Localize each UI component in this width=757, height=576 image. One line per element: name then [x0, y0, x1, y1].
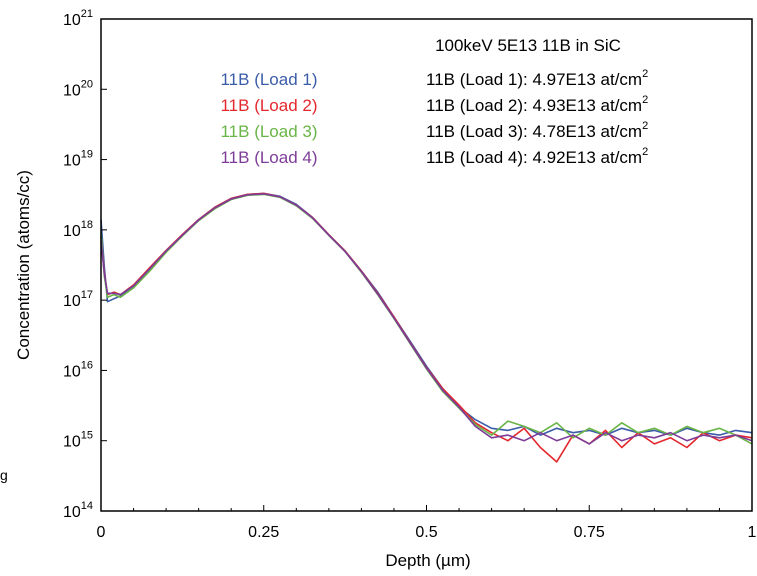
x-tick-label: 0.5	[415, 524, 437, 541]
y-tick-label: 1016	[63, 359, 93, 380]
dose-annotation-load-2: 11B (Load 2): 4.93E13 at/cm2	[426, 94, 648, 115]
y-tick-label: 1015	[63, 430, 93, 451]
series-line-load-1	[100, 192, 753, 436]
x-tick-label: 0.25	[248, 524, 279, 541]
x-axis-label: Depth (µm)	[385, 551, 470, 570]
dose-annotation-load-4: 11B (Load 4): 4.92E13 at/cm2	[426, 146, 648, 167]
dose-annotations: 11B (Load 1): 4.97E13 at/cm2 11B (Load 2)…	[426, 68, 648, 167]
series-line-load-3	[100, 193, 753, 445]
dose-annotation-load-3: 11B (Load 3): 4.78E13 at/cm2	[426, 120, 648, 141]
y-axis-ticks: 1014 1015 1016 1017 1018 1019 1020 1021	[63, 8, 107, 521]
legend-entry-load-1: 11B (Load 1)	[220, 70, 317, 89]
y-tick-label: 1019	[63, 149, 93, 170]
legend-entry-load-4: 11B (Load 4)	[220, 148, 317, 167]
y-tick-label: 1021	[63, 8, 93, 29]
series-line-load-4	[100, 193, 753, 445]
y-tick-label: 1020	[63, 78, 93, 99]
x-tick-label: 0.75	[574, 524, 605, 541]
chart-title: 100keV 5E13 11B in SiC	[435, 36, 621, 55]
dose-annotation-load-1: 11B (Load 1): 4.97E13 at/cm2	[426, 68, 648, 89]
series-line-load-2	[100, 192, 753, 463]
x-tick-label: 1	[748, 524, 757, 541]
stray-text: g	[0, 467, 8, 483]
y-tick-label: 1017	[63, 289, 93, 310]
x-tick-label: 0	[97, 524, 106, 541]
y-tick-label: 1018	[63, 219, 93, 240]
y-axis-label: Concentration (atoms/cc)	[14, 170, 33, 360]
series-lines	[100, 192, 753, 463]
y-tick-label: 1014	[63, 500, 93, 521]
x-axis-ticks: 0 0.25 0.5 0.75 1	[97, 505, 757, 541]
legend-entry-load-3: 11B (Load 3)	[220, 122, 317, 141]
legend: 11B (Load 1) 11B (Load 2) 11B (Load 3) 11B …	[220, 70, 317, 167]
legend-entry-load-2: 11B (Load 2)	[220, 96, 317, 115]
